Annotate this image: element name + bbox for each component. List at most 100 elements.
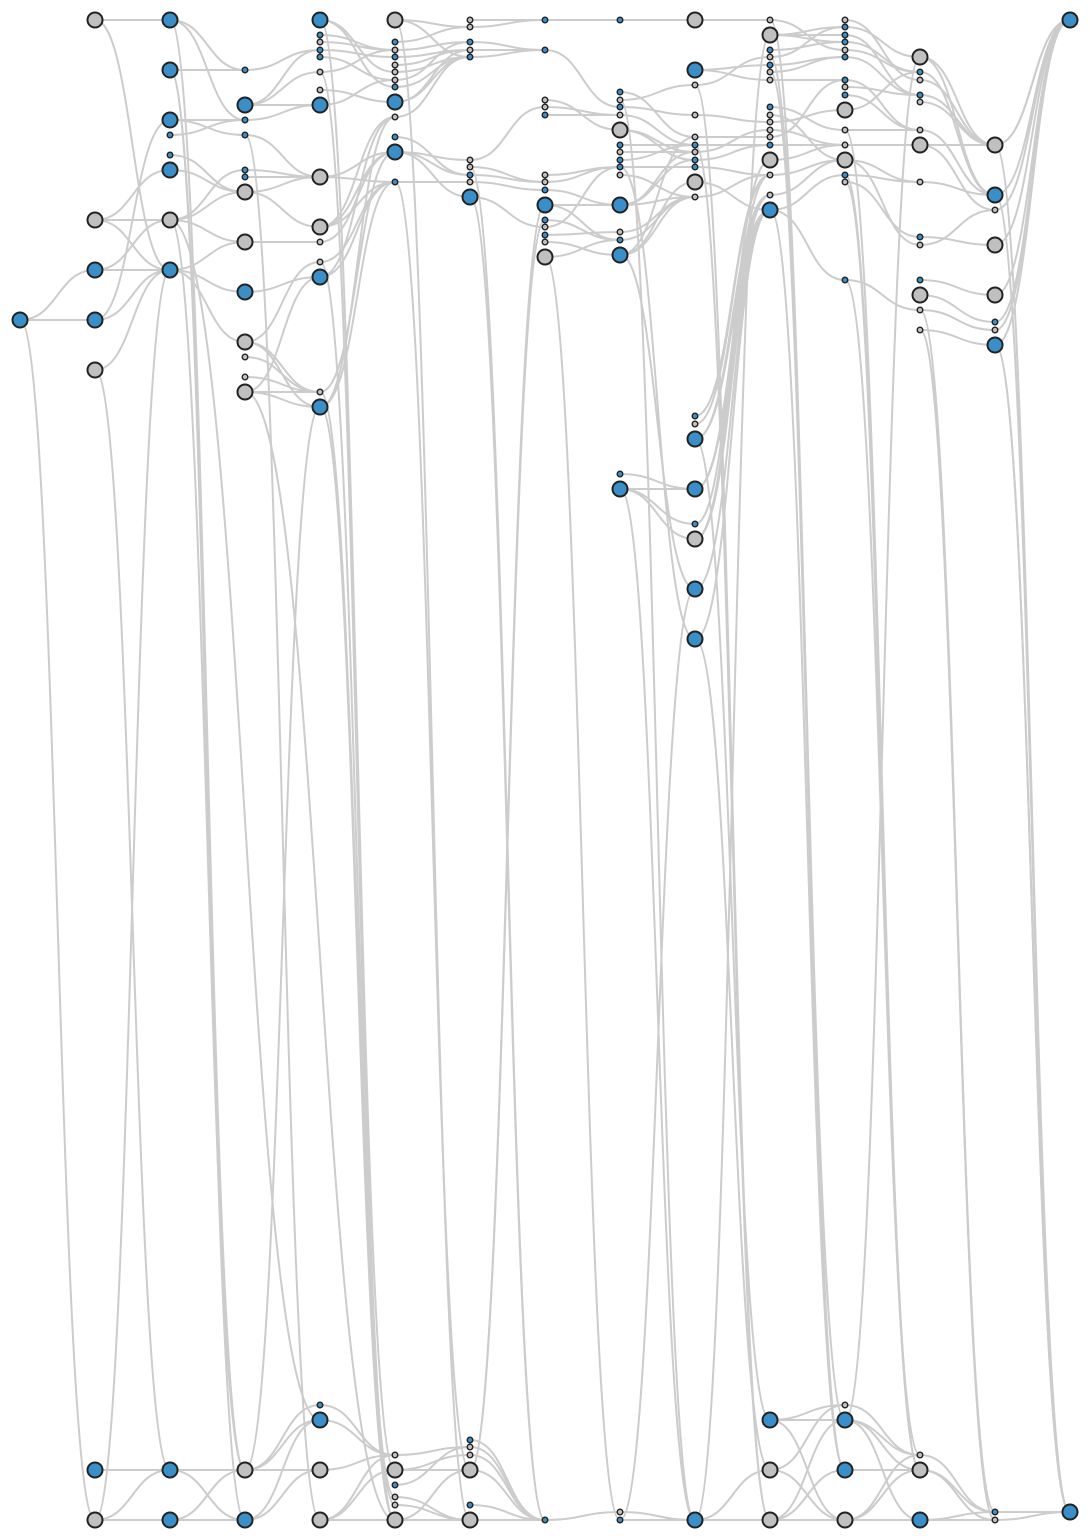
edge-317 <box>544 256 621 1521</box>
edge-263 <box>844 279 921 311</box>
waypoint-blue-L8-0 <box>616 16 624 24</box>
edge-95 <box>394 19 471 28</box>
waypoint-gray-L7-3 <box>541 103 549 111</box>
edge-328 <box>844 56 921 1421</box>
waypoint-blue-L8-8 <box>616 156 624 164</box>
edge-69 <box>319 49 396 73</box>
waypoint-gray-L10-3 <box>766 53 774 61</box>
waypoint-gray-L9-4 <box>691 133 699 141</box>
waypoint-blue-L6-10 <box>466 1436 474 1444</box>
waypoint-blue-L10-2 <box>766 46 774 54</box>
blue-node-L1-5 <box>86 1461 104 1479</box>
edge-layer <box>19 19 1071 1522</box>
edge-49 <box>244 276 321 293</box>
edge-27 <box>169 169 246 221</box>
waypoint-gray-L4-5 <box>316 68 324 76</box>
waypoint-gray-L4-2 <box>316 38 324 46</box>
blue-node-L9-1 <box>686 61 704 79</box>
edge-197 <box>694 181 771 211</box>
gray-node-L1-0 <box>86 11 104 29</box>
gray-node-L5-14 <box>386 1461 404 1479</box>
waypoint-blue-L6-4 <box>466 53 474 61</box>
edge-11 <box>94 269 171 371</box>
blue-node-L9-19 <box>686 1511 704 1529</box>
waypoint-blue-L9-15 <box>691 520 699 528</box>
gray-node-L2-6 <box>161 211 179 229</box>
edge-129 <box>469 181 546 191</box>
edge-259 <box>844 159 921 246</box>
waypoint-blue-L8-3 <box>616 103 624 111</box>
waypoint-gray-L3-11 <box>241 373 249 381</box>
edge-36 <box>169 1469 246 1521</box>
waypoint-blue-L3-2 <box>241 116 249 124</box>
edge-28 <box>169 219 246 243</box>
waypoint-blue-L8-13 <box>616 236 624 244</box>
edge-43 <box>244 134 321 1521</box>
edge-167 <box>619 166 696 640</box>
edge-102 <box>394 41 471 81</box>
edge-81 <box>319 181 396 278</box>
edge-283 <box>919 236 996 246</box>
gray-node-L5-0 <box>386 11 404 29</box>
blue-node-L2-5 <box>161 161 179 179</box>
gray-node-L3-9 <box>236 333 254 351</box>
edge-324 <box>994 19 1071 146</box>
gray-node-L3-12 <box>236 383 254 401</box>
edge-96 <box>394 19 471 1521</box>
edge-312 <box>169 219 321 1421</box>
waypoint-blue-L7-9 <box>541 216 549 224</box>
edge-160 <box>619 114 696 146</box>
blue-node-L13-7 <box>986 336 1004 354</box>
edge-271 <box>844 1469 921 1521</box>
waypoint-gray-L12-5 <box>916 126 924 134</box>
edge-275 <box>919 71 996 196</box>
blue-node-L6-9 <box>461 188 479 206</box>
edge-97 <box>394 26 471 43</box>
waypoint-gray-L13-6 <box>991 326 999 334</box>
waypoint-gray-L11-0 <box>841 16 849 24</box>
edge-223 <box>769 56 846 73</box>
edge-175 <box>619 136 696 256</box>
waypoint-blue-L2-3 <box>166 131 174 139</box>
gray-node-L10-19 <box>761 1511 779 1529</box>
edge-243 <box>769 1469 846 1521</box>
waypoint-blue-L11-15 <box>841 276 849 284</box>
edge-318 <box>619 488 696 1521</box>
waypoint-gray-L5-17 <box>391 1501 399 1509</box>
edge-260 <box>844 174 921 183</box>
waypoint-gray-L12-12 <box>916 306 924 314</box>
waypoint-gray-L4-11 <box>316 258 324 266</box>
edge-72 <box>319 79 396 106</box>
edge-125 <box>469 106 546 161</box>
waypoint-blue-L3-4 <box>241 166 249 174</box>
waypoint-blue-L5-3 <box>391 53 399 61</box>
waypoint-blue-L7-11 <box>541 231 549 239</box>
edge-208 <box>694 194 771 540</box>
edge-156 <box>619 91 696 138</box>
waypoint-gray-L7-2 <box>541 96 549 104</box>
edge-9 <box>94 269 171 321</box>
edge-3 <box>94 19 171 271</box>
gray-node-L11-19 <box>836 1511 854 1529</box>
waypoint-gray-L9-2 <box>691 81 699 89</box>
edge-210 <box>694 209 771 640</box>
edge-42 <box>244 134 321 178</box>
blue-node-L2-0 <box>161 11 179 29</box>
waypoint-blue-L12-8 <box>916 233 924 241</box>
edge-1 <box>19 269 96 321</box>
gray-node-L12-11 <box>911 286 929 304</box>
edge-32 <box>169 269 246 343</box>
waypoint-blue-L4-4 <box>316 53 324 61</box>
waypoint-gray-L6-0 <box>466 16 474 24</box>
edge-286 <box>919 294 996 323</box>
waypoint-blue-L11-6 <box>841 76 849 84</box>
waypoint-gray-L8-10 <box>616 171 624 179</box>
edge-93 <box>319 1469 396 1521</box>
waypoint-blue-L11-1 <box>841 23 849 31</box>
waypoint-blue-L11-5 <box>841 53 849 61</box>
waypoint-gray-L12-4 <box>916 98 924 106</box>
gray-node-L11-12 <box>836 151 854 169</box>
edge-109 <box>394 151 471 161</box>
edge-46 <box>244 191 321 228</box>
edge-17 <box>169 19 246 71</box>
